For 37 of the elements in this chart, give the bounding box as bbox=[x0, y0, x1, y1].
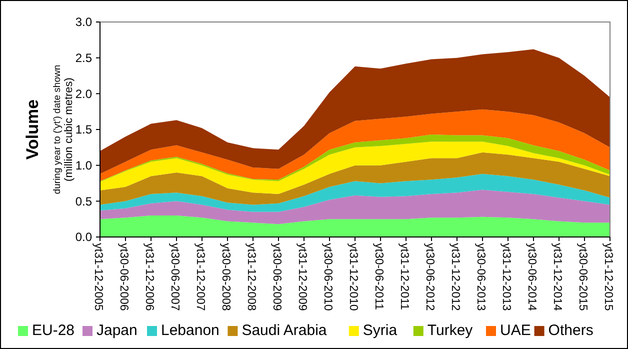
x-tick-label: yt30-06-2015 bbox=[576, 243, 588, 311]
x-tick-label: yt30-06-2010 bbox=[322, 243, 334, 311]
legend-label: EU-28 bbox=[32, 322, 75, 339]
legend-label: Turkey bbox=[427, 322, 474, 339]
x-tick-label: yt30-06-2006 bbox=[118, 243, 130, 311]
x-tick-label: yt31-12-2006 bbox=[143, 243, 155, 311]
x-tick-label: yt31-12-2012 bbox=[449, 243, 461, 311]
x-tick-label: yt30-06-2007 bbox=[168, 243, 180, 311]
y-axis-title: Volume during year to ('yt') date shown (million cubic metres) bbox=[23, 64, 75, 194]
y-tick-label: 1.5 bbox=[75, 122, 92, 137]
x-tick-label: yt31-12-2005 bbox=[92, 243, 104, 311]
legend-label: Lebanon bbox=[161, 322, 220, 339]
x-tick-label: yt31-12-2008 bbox=[245, 243, 257, 311]
y-tick-label: 3.0 bbox=[75, 15, 92, 30]
y-tick-label: 0.5 bbox=[75, 194, 92, 208]
x-tick-label: yt31-12-2009 bbox=[296, 243, 308, 311]
x-tick-label: yt30-06-2013 bbox=[474, 243, 486, 311]
x-tick-label: yt31-12-2015 bbox=[602, 243, 614, 311]
y-tick-label: 2.0 bbox=[75, 86, 92, 101]
y-tick-label: 2.5 bbox=[75, 51, 92, 66]
x-tick-label: yt31-12-2014 bbox=[551, 243, 563, 312]
legend-label: Syria bbox=[362, 322, 398, 339]
x-tick-label: yt30-06-2009 bbox=[270, 243, 282, 311]
legend-label: Japan bbox=[96, 322, 138, 339]
x-tick-label: yt30-06-2008 bbox=[220, 243, 232, 311]
x-tick-label: yt30-06-2012 bbox=[424, 243, 436, 311]
x-tick-label: yt31-12-2007 bbox=[194, 243, 206, 311]
x-tick-label: yt31-12-2010 bbox=[347, 243, 359, 311]
legend-label: UAE bbox=[500, 322, 531, 339]
legend-label: Saudi Arabia bbox=[242, 322, 328, 339]
x-tick-label: yt31-12-2011 bbox=[398, 243, 410, 310]
y-tick-label: 1.0 bbox=[75, 158, 92, 173]
x-tick-label: yt30-06-2011 bbox=[372, 243, 384, 310]
legend-label: Others bbox=[548, 322, 594, 339]
y-tick-label: 0.0 bbox=[75, 230, 92, 244]
x-tick-label: yt31-12-2013 bbox=[500, 243, 512, 311]
x-tick-label: yt30-06-2014 bbox=[526, 243, 538, 312]
